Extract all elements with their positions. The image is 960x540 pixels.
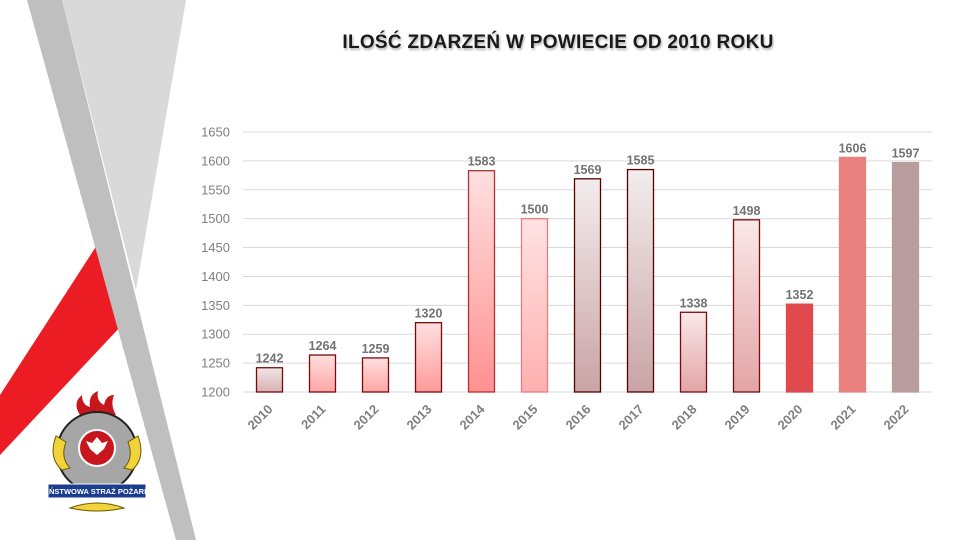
x-tick-label: 2021	[828, 402, 859, 433]
data-label: 1498	[733, 204, 761, 218]
y-tick-label: 1650	[201, 125, 230, 140]
bar-2010	[255, 367, 284, 393]
data-label: 1264	[309, 339, 337, 353]
y-tick-label: 1600	[201, 153, 230, 168]
data-label: 1500	[521, 203, 549, 217]
svg-text:PAŃSTWOWA STRAŻ POŻARNA: PAŃSTWOWA STRAŻ POŻARNA	[39, 487, 155, 496]
x-tick-label: 2011	[298, 402, 329, 433]
x-tick-label: 2018	[669, 402, 700, 433]
data-label: 1597	[892, 147, 920, 161]
psp-logo: PAŃSTWOWA STRAŻ POŻARNA	[39, 391, 155, 512]
x-tick-label: 2014	[457, 401, 489, 433]
bar-2014	[467, 170, 496, 393]
data-label: 1338	[680, 296, 708, 310]
data-label: 1606	[839, 141, 867, 155]
bar-2015	[520, 218, 549, 393]
bar-2022	[891, 161, 920, 393]
bar-2017	[626, 168, 655, 393]
x-tick-label: 2022	[881, 402, 912, 433]
bar-2016	[573, 178, 602, 393]
y-tick-label: 1400	[201, 269, 230, 284]
x-tick-label: 2017	[616, 402, 647, 433]
bar-2021	[838, 156, 867, 393]
data-label: 1585	[627, 154, 655, 168]
y-tick-label: 1550	[201, 182, 230, 197]
bar-2012	[361, 357, 390, 393]
red-ribbon	[0, 245, 122, 455]
data-label: 1259	[362, 342, 390, 356]
bar-2011	[308, 354, 337, 393]
data-label: 1569	[574, 163, 602, 177]
bar-2013	[414, 322, 443, 393]
chart-title: ILOŚĆ ZDARZEŃ W POWIECIE OD 2010 ROKU	[342, 32, 774, 53]
y-tick-label: 1450	[201, 240, 230, 255]
y-tick-label: 1300	[201, 327, 230, 342]
light-gray-wedge	[62, 0, 186, 290]
bar-2019	[732, 219, 761, 393]
y-tick-label: 1250	[201, 356, 230, 371]
x-tick-label: 2010	[245, 402, 276, 433]
bar-2020	[785, 303, 814, 393]
y-tick-label: 1200	[201, 385, 230, 400]
data-label: 1320	[415, 307, 443, 321]
x-tick-label: 2013	[404, 402, 435, 433]
data-label: 1352	[786, 288, 814, 302]
x-tick-label: 2016	[563, 402, 594, 433]
x-tick-label: 2015	[510, 402, 541, 433]
y-tick-label: 1350	[201, 298, 230, 313]
x-tick-label: 2020	[775, 402, 806, 433]
gray-band	[27, 0, 196, 540]
bar-2018	[679, 311, 708, 393]
data-label: 1583	[468, 155, 496, 169]
y-tick-label: 1500	[201, 211, 230, 226]
x-tick-label: 2012	[351, 402, 382, 433]
data-label: 1242	[256, 352, 284, 366]
x-tick-label: 2019	[722, 402, 753, 433]
